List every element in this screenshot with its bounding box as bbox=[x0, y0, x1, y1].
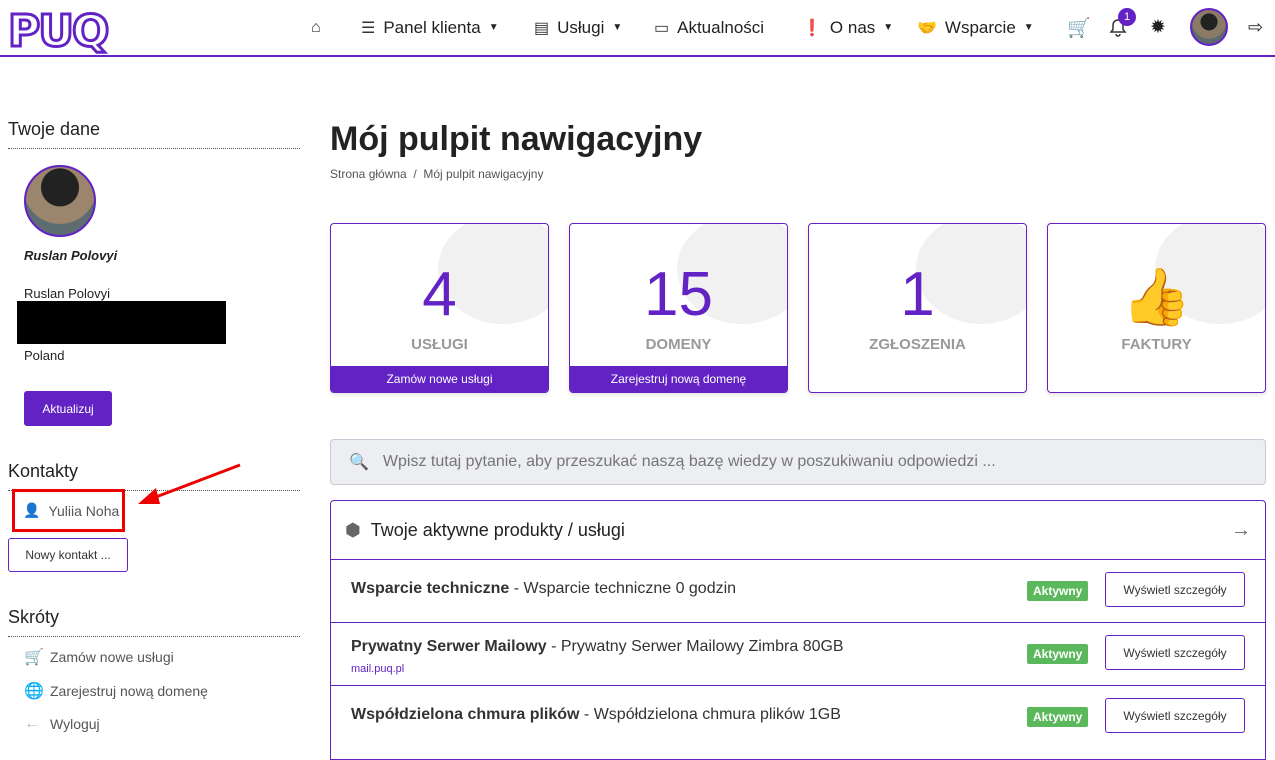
arrow-right-icon[interactable]: → bbox=[1231, 518, 1251, 541]
profile-name-italic: Ruslan Polovyi bbox=[24, 248, 118, 263]
contact-item[interactable]: 👤 Yuliia Noha bbox=[12, 489, 125, 532]
shortcut-label: Wyloguj bbox=[50, 716, 100, 732]
logout-icon[interactable]: ⇨ bbox=[1248, 17, 1264, 37]
profile-name: Ruslan Polovyi bbox=[24, 286, 110, 301]
view-details-button[interactable]: Wyświetl szczegóły bbox=[1105, 635, 1245, 670]
globe-icon: 🌐 bbox=[24, 683, 44, 700]
tile-domains[interactable]: 15 DOMENY Zarejestruj nową domenę bbox=[569, 223, 788, 393]
thumbs-up-icon: 👍 bbox=[1121, 265, 1192, 328]
product-desc: - Wsparcie techniczne 0 godzin bbox=[509, 580, 737, 597]
list-icon: ☰ bbox=[361, 19, 376, 37]
product-row: Współdzielona chmura plików - Współdziel… bbox=[331, 686, 1265, 749]
grid-icon: ▤ bbox=[534, 19, 550, 37]
tile-count: 1 bbox=[900, 260, 935, 329]
nav-uslugi[interactable]: ▤ Usługi ▼ bbox=[534, 17, 623, 37]
profile-country: Poland bbox=[24, 348, 65, 363]
nav-wsparcie[interactable]: 🤝 Wsparcie ▼ bbox=[917, 17, 1034, 37]
shortcut-label: Zarejestruj nową domenę bbox=[50, 683, 208, 699]
breadcrumb-home[interactable]: Strona główna bbox=[330, 167, 407, 181]
home-icon[interactable]: ⌂ bbox=[311, 18, 321, 36]
support-icon: 🤝 bbox=[917, 19, 937, 37]
product-desc: - Prywatny Serwer Mailowy Zimbra 80GB bbox=[546, 638, 844, 655]
tile-tickets[interactable]: 1 ZGŁOSZENIA bbox=[808, 223, 1027, 393]
nav-label: Wsparcie bbox=[944, 17, 1016, 37]
search-input[interactable] bbox=[382, 453, 1243, 471]
red-arrow-annotation bbox=[138, 463, 241, 504]
tile-label: DOMENY bbox=[645, 336, 712, 353]
new-contact-button[interactable]: Nowy kontakt ... bbox=[8, 538, 128, 572]
status-badge: Aktywny bbox=[1027, 707, 1089, 727]
newspaper-icon: ▭ bbox=[654, 19, 670, 37]
search-icon: 🔍 bbox=[349, 454, 369, 471]
tile-label: FAKTURY bbox=[1121, 336, 1192, 353]
product-name: Współdzielona chmura plików bbox=[351, 706, 580, 723]
tile-label: USŁUGI bbox=[411, 336, 468, 353]
nav-label: Usługi bbox=[557, 17, 605, 37]
status-badge: Aktywny bbox=[1027, 644, 1089, 664]
shortcuts-heading: Skróty bbox=[8, 607, 300, 637]
page-title: Mój pulpit nawigacyjny bbox=[330, 120, 703, 158]
theme-toggle-icon[interactable]: ✹ bbox=[1150, 17, 1166, 38]
tile-services[interactable]: 4 USŁUGI Zamów nowe usługi bbox=[330, 223, 549, 393]
product-row: Prywatny Serwer Mailowy - Prywatny Serwe… bbox=[331, 623, 1265, 686]
profile-avatar bbox=[24, 165, 96, 237]
tile-footer-link[interactable]: Zarejestruj nową domenę bbox=[570, 366, 787, 392]
view-details-button[interactable]: Wyświetl szczegóły bbox=[1105, 572, 1245, 607]
top-navbar: PUQ ⌂ ☰ Panel klienta ▼ ▤ Usługi ▼ ▭ Aktualno… bbox=[0, 0, 1275, 59]
tile-count: 4 bbox=[422, 260, 457, 329]
panel-title: Twoje aktywne produkty / usługi bbox=[370, 519, 625, 540]
shortcut-logout[interactable]: ← Wyloguj bbox=[24, 715, 100, 733]
exclamation-icon: ❗ bbox=[802, 19, 822, 37]
knowledgebase-search[interactable]: 🔍 bbox=[330, 439, 1266, 485]
cart-icon[interactable]: 🛒 bbox=[1067, 17, 1091, 39]
user-icon: 👤 bbox=[23, 502, 41, 518]
nav-label: O nas bbox=[829, 17, 876, 37]
contact-name: Yuliia Noha bbox=[48, 502, 120, 519]
shortcut-register-domain[interactable]: 🌐 Zarejestruj nową domenę bbox=[24, 681, 208, 701]
product-row: Wsparcie techniczne - Wsparcie techniczn… bbox=[331, 560, 1265, 623]
cart-icon: 🛒 bbox=[24, 649, 44, 666]
view-details-button[interactable]: Wyświetl szczegóły bbox=[1105, 698, 1245, 733]
nav-label: Panel klienta bbox=[383, 17, 481, 37]
nav-panel-klienta[interactable]: ☰ Panel klienta ▼ bbox=[361, 17, 499, 37]
product-name: Wsparcie techniczne bbox=[351, 580, 510, 597]
tile-count: 15 bbox=[644, 260, 713, 329]
product-name: Prywatny Serwer Mailowy bbox=[351, 638, 547, 655]
breadcrumb: Strona główna / Mój pulpit nawigacyjny bbox=[330, 167, 544, 181]
tile-invoices[interactable]: 👍 FAKTURY bbox=[1047, 223, 1266, 393]
user-avatar[interactable] bbox=[1190, 8, 1228, 46]
arrow-left-icon: ← bbox=[24, 715, 40, 732]
cube-icon: ⬢ bbox=[345, 519, 361, 540]
tile-footer-link[interactable]: Zamów nowe usługi bbox=[331, 366, 548, 392]
your-data-heading: Twoje dane bbox=[8, 119, 300, 149]
nav-o-nas[interactable]: ❗ O nas ▼ bbox=[802, 17, 894, 37]
redacted-address bbox=[17, 301, 226, 344]
notification-badge: 1 bbox=[1118, 8, 1136, 26]
product-desc: - Współdzielona chmura plików 1GB bbox=[579, 706, 841, 723]
nav-label: Aktualności bbox=[677, 17, 765, 37]
shortcut-label: Zamów nowe usługi bbox=[50, 649, 174, 665]
active-products-panel: ⬢ Twoje aktywne produkty / usługi → Wsparc… bbox=[330, 500, 1266, 760]
product-domain-link[interactable]: mail.puq.pl bbox=[351, 663, 405, 675]
nav-aktualnosci[interactable]: ▭ Aktualności bbox=[654, 18, 764, 38]
update-button[interactable]: Aktualizuj bbox=[24, 391, 112, 426]
tile-label: ZGŁOSZENIA bbox=[869, 336, 966, 353]
logo[interactable]: PUQ bbox=[6, 5, 110, 59]
breadcrumb-current: Mój pulpit nawigacyjny bbox=[423, 167, 544, 181]
shortcut-order-services[interactable]: 🛒 Zamów nowe usługi bbox=[24, 647, 174, 667]
status-badge: Aktywny bbox=[1027, 581, 1089, 601]
